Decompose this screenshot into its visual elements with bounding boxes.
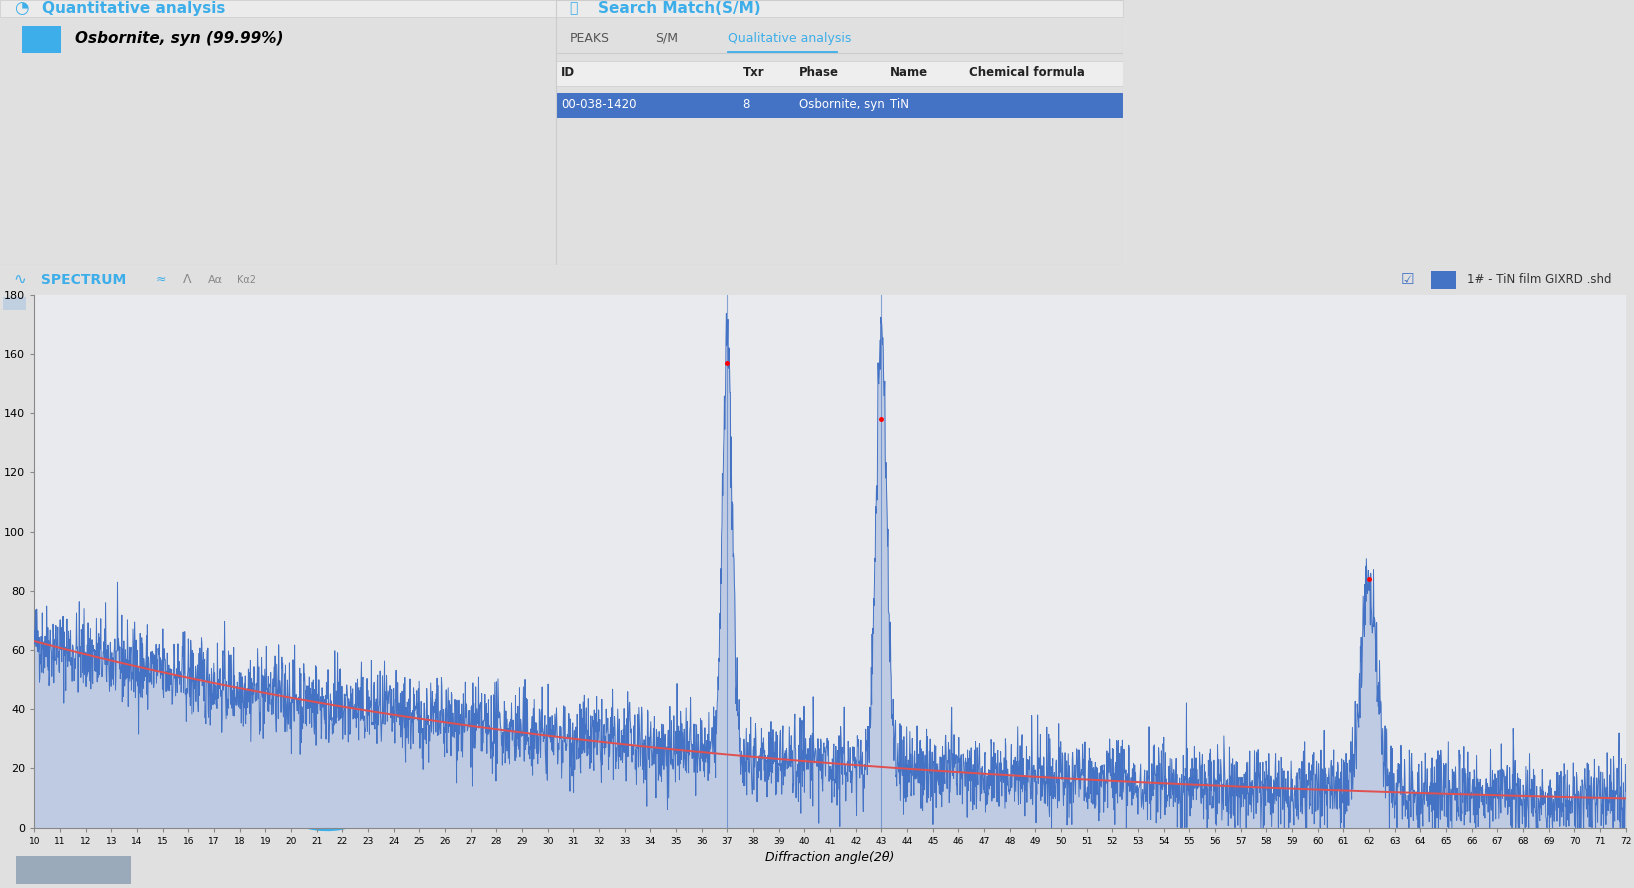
Text: 1# - TiN film GIXRD .shd: 1# - TiN film GIXRD .shd: [1467, 274, 1611, 286]
Text: Osbornite, syn: Osbornite, syn: [799, 98, 886, 111]
Text: Aα: Aα: [208, 274, 222, 285]
Text: Phase: Phase: [799, 67, 840, 79]
Wedge shape: [312, 662, 327, 746]
X-axis label: Diffraction angle(2θ): Diffraction angle(2θ): [765, 852, 895, 864]
Text: TiN: TiN: [891, 98, 909, 111]
Text: Chemical formula: Chemical formula: [969, 67, 1085, 79]
Text: ID: ID: [560, 67, 575, 79]
Text: S/M: S/M: [655, 32, 678, 45]
Bar: [23, 27, 60, 53]
Text: Name: Name: [891, 67, 928, 79]
Text: 🔍: 🔍: [570, 2, 578, 15]
Text: PEAKS: PEAKS: [570, 32, 609, 45]
Text: ≈: ≈: [155, 274, 165, 286]
Bar: [3, 297, 26, 310]
Bar: [556, 61, 1123, 86]
Text: Λ: Λ: [183, 274, 191, 286]
Text: Txr: Txr: [743, 67, 765, 79]
Text: ◔: ◔: [13, 0, 28, 18]
Bar: [16, 856, 131, 884]
Bar: [1431, 271, 1456, 289]
Bar: [556, 0, 1123, 17]
Text: Quantitative analysis: Quantitative analysis: [42, 1, 225, 16]
Text: ☑: ☑: [1400, 273, 1413, 287]
Text: Qualitative analysis: Qualitative analysis: [729, 32, 851, 45]
Bar: [556, 92, 1123, 118]
Text: Osbornite, syn (99.99%): Osbornite, syn (99.99%): [75, 31, 284, 46]
Text: ∿: ∿: [13, 273, 26, 287]
Text: 00-038-1420: 00-038-1420: [560, 98, 637, 111]
Text: 8: 8: [743, 98, 750, 111]
Text: Search Match(S/M): Search Match(S/M): [598, 1, 761, 16]
Wedge shape: [242, 661, 412, 831]
Bar: [0, 0, 556, 17]
Text: Kα2: Kα2: [237, 274, 257, 285]
Text: SPECTRUM: SPECTRUM: [36, 273, 126, 287]
